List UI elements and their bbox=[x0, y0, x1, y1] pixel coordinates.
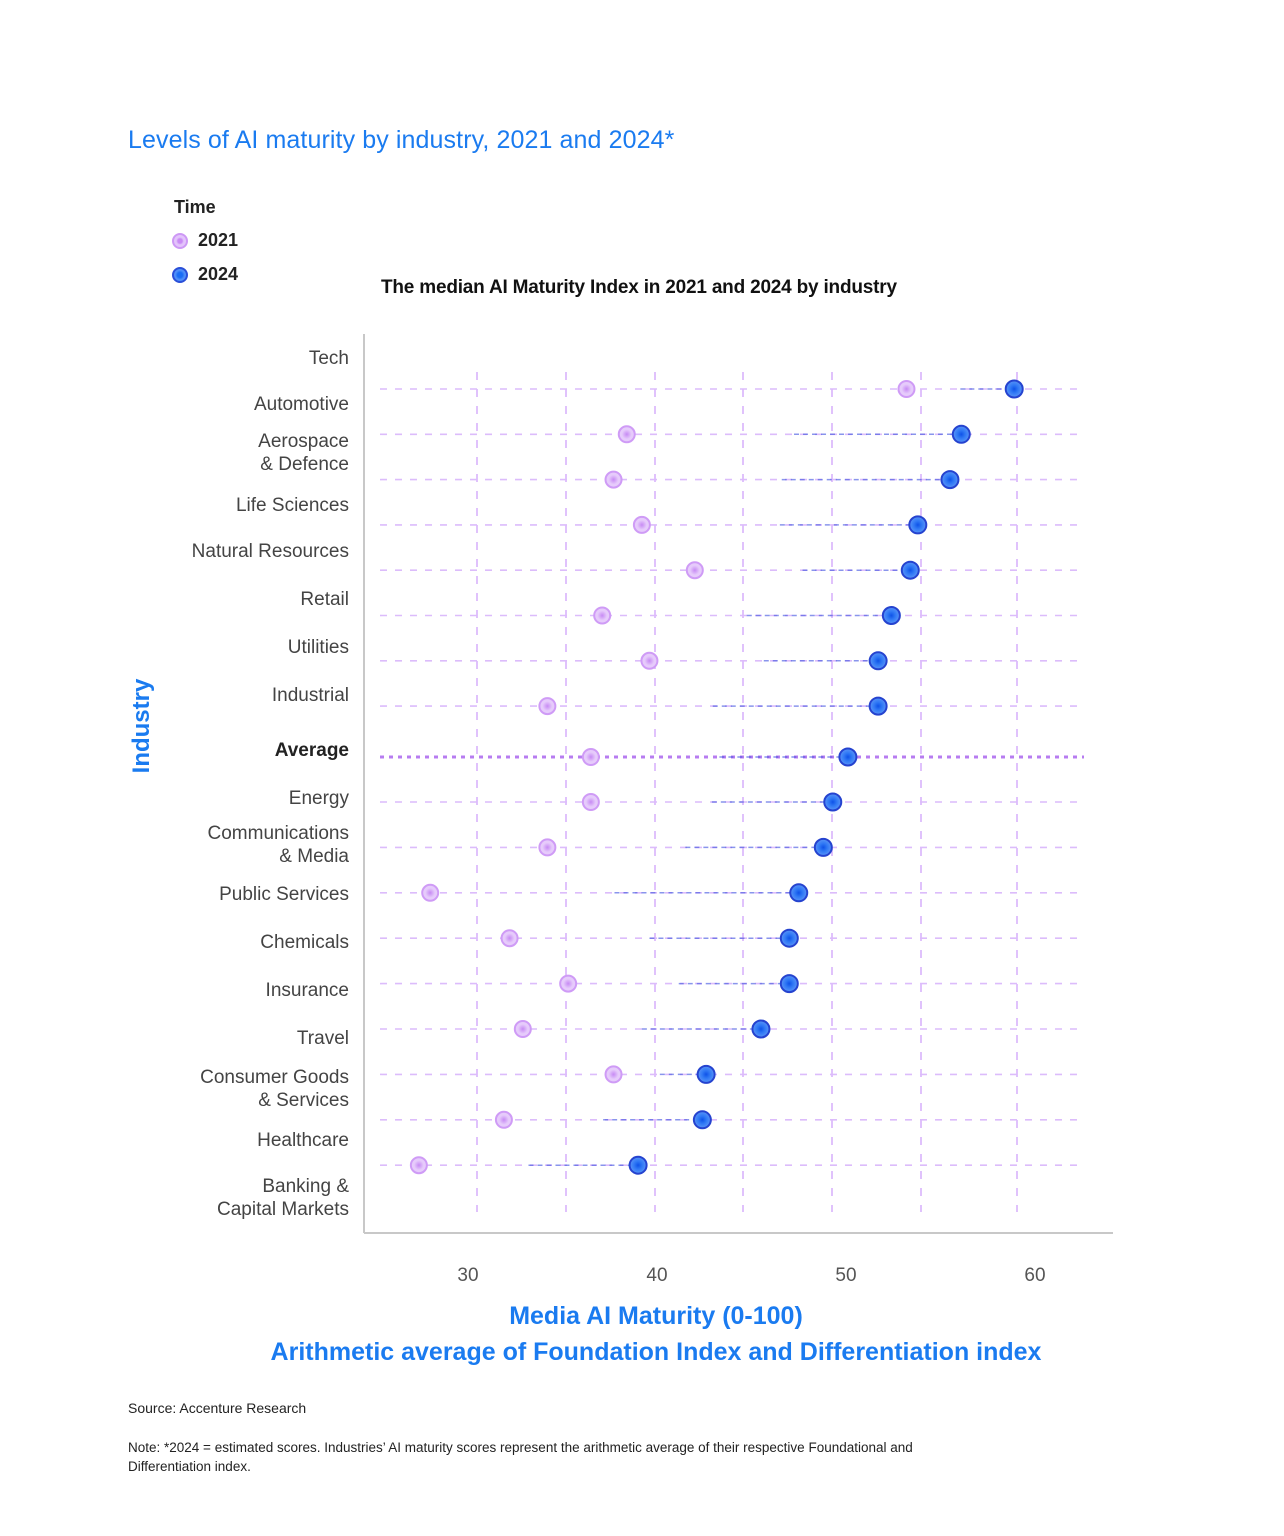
category-label: Aerospace & Defence bbox=[258, 431, 349, 475]
point-2024 bbox=[823, 792, 843, 812]
dumbbell-insurance bbox=[559, 974, 799, 994]
x-tick-label: 50 bbox=[835, 1265, 856, 1286]
circle-2021-icon bbox=[172, 232, 188, 249]
dumbbell-chemicals bbox=[500, 928, 799, 948]
dumbbell-public-services bbox=[421, 883, 809, 903]
category-label: Travel bbox=[296, 1028, 349, 1049]
vertical-gridlines bbox=[476, 372, 1018, 1212]
point-2024 bbox=[838, 747, 858, 767]
chart-title: The median AI Maturity Index in 2021 and… bbox=[381, 277, 897, 298]
dumbbell-travel bbox=[513, 1019, 771, 1039]
point-2021 bbox=[685, 561, 704, 580]
x-tick-label: 30 bbox=[457, 1265, 478, 1286]
point-2021 bbox=[581, 748, 600, 766]
point-2021 bbox=[617, 425, 636, 444]
point-2024 bbox=[868, 651, 888, 671]
point-2024 bbox=[881, 606, 901, 625]
point-2021 bbox=[593, 606, 612, 625]
dumbbell-energy bbox=[581, 792, 843, 812]
point-2024 bbox=[1004, 379, 1024, 399]
page-title: Levels of AI maturity by industry, 2021 … bbox=[128, 126, 675, 154]
point-2021 bbox=[409, 1156, 428, 1175]
point-2024 bbox=[908, 515, 928, 535]
point-2021 bbox=[559, 974, 578, 993]
point-2021 bbox=[897, 380, 916, 398]
category-label: Public Services bbox=[219, 884, 349, 905]
point-2024 bbox=[696, 1064, 716, 1084]
dumbbell-healthcare bbox=[494, 1110, 712, 1130]
category-label: Natural Resources bbox=[191, 541, 349, 562]
x-tick-labels: 30 40 50 60 bbox=[457, 1265, 1045, 1286]
point-2021 bbox=[581, 793, 600, 811]
source-note: Source: Accenture Research bbox=[128, 1400, 307, 1416]
data-marks bbox=[409, 379, 1024, 1175]
point-2024 bbox=[940, 470, 960, 490]
point-2024 bbox=[751, 1019, 771, 1039]
category-label: Consumer Goods & Services bbox=[200, 1067, 349, 1111]
point-2024 bbox=[900, 560, 920, 580]
legend-label-2024: 2024 bbox=[198, 264, 239, 284]
category-label: Insurance bbox=[265, 980, 349, 1001]
dumbbell-aerospace-defence bbox=[604, 470, 960, 490]
dumbbell-life-sciences bbox=[632, 515, 928, 535]
category-label: Industrial bbox=[271, 685, 349, 706]
category-label: Banking & Capital Markets bbox=[217, 1176, 349, 1220]
dumbbell-banking-capital-markets bbox=[409, 1155, 648, 1175]
category-label: Energy bbox=[288, 788, 349, 809]
x-tick-label: 40 bbox=[646, 1265, 667, 1286]
dumbbell-tech bbox=[897, 379, 1024, 399]
point-2021 bbox=[538, 697, 557, 716]
dumbbell-utilities bbox=[640, 651, 888, 671]
point-2024 bbox=[951, 424, 971, 444]
dumbbell-industrial bbox=[538, 696, 888, 716]
point-2024 bbox=[868, 696, 888, 716]
dumbbell-natural-resources bbox=[685, 560, 920, 580]
point-2021 bbox=[640, 651, 659, 670]
point-2024 bbox=[789, 883, 809, 903]
point-2021 bbox=[500, 929, 519, 948]
point-2021 bbox=[632, 515, 651, 534]
dumbbell-consumer-goods-services bbox=[604, 1064, 716, 1084]
point-2021 bbox=[604, 1065, 623, 1084]
category-label: Retail bbox=[300, 589, 349, 610]
dumbbell-automotive bbox=[617, 424, 971, 444]
x-axis-subtitle: Arithmetic average of Foundation Index a… bbox=[270, 1338, 1042, 1366]
point-2024 bbox=[692, 1110, 712, 1130]
point-2021 bbox=[604, 470, 623, 489]
footnote: Note: *2024 = estimated scores. Industri… bbox=[128, 1440, 913, 1474]
category-label: Healthcare bbox=[257, 1130, 349, 1151]
category-label: Automotive bbox=[253, 394, 349, 415]
x-axis-title: Media AI Maturity (0-100) bbox=[509, 1302, 803, 1330]
point-2021 bbox=[421, 883, 440, 902]
category-label: Life Sciences bbox=[235, 495, 349, 516]
point-2024 bbox=[779, 928, 799, 948]
point-2024 bbox=[779, 974, 799, 994]
legend-label-2021: 2021 bbox=[198, 230, 239, 250]
point-2021 bbox=[513, 1020, 532, 1038]
legend-item-2024: 2024 bbox=[172, 264, 238, 285]
point-2024 bbox=[813, 837, 833, 857]
dumbbell-communications-media bbox=[538, 837, 833, 857]
category-label: Utilities bbox=[287, 637, 349, 658]
horizontal-gridlines bbox=[380, 388, 1084, 1166]
legend-title: Time bbox=[174, 197, 216, 217]
point-2021 bbox=[538, 838, 557, 857]
dumbbell-retail bbox=[593, 606, 901, 625]
dumbbell-average bbox=[581, 747, 858, 767]
category-label: Average bbox=[274, 740, 349, 761]
point-2021 bbox=[494, 1110, 513, 1129]
category-label: Chemicals bbox=[260, 932, 349, 953]
circle-2024-icon bbox=[172, 266, 188, 283]
legend-item-2021: 2021 bbox=[172, 230, 238, 251]
x-tick-label: 60 bbox=[1024, 1265, 1045, 1286]
category-label: Communications & Media bbox=[207, 823, 350, 867]
point-2024 bbox=[628, 1155, 648, 1175]
category-label: Tech bbox=[308, 348, 349, 369]
